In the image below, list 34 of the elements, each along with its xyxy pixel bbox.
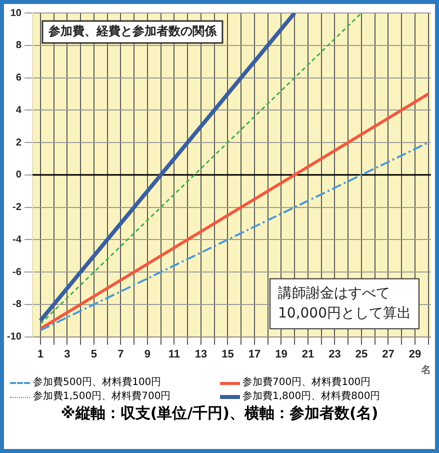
x-tick-label: 25 [355, 348, 368, 360]
y-tick-label: 8 [16, 40, 22, 52]
x-tick-label: 21 [302, 348, 314, 360]
x-tick-label: 5 [90, 348, 98, 360]
annotation: 講師謝金はすべて 10,000円として算出 [278, 285, 412, 322]
x-tick-label: 27 [382, 348, 394, 360]
x-tick-label: 7 [118, 348, 124, 360]
x-tick-label: 3 [64, 348, 70, 360]
y-tick-label: -6 [12, 266, 22, 278]
x-tick-label: 9 [144, 348, 151, 360]
legend-label: 参加費1,800円、材料費800円 [242, 390, 380, 404]
legend-label: 参加費1,500円、材料費700円 [33, 390, 171, 404]
legend-label: 参加費500円、材料費100円 [33, 376, 162, 390]
x-tick-label: 19 [275, 348, 288, 360]
y-tick-label: 2 [16, 137, 22, 148]
y-tick-label: -8 [12, 299, 22, 310]
y-tick-label: 0 [16, 170, 22, 181]
y-tick-label: -10 [7, 332, 22, 343]
x-tick-label: 11 [168, 348, 180, 360]
y-tick-label: -4 [12, 234, 22, 246]
y-tick-label: 6 [16, 72, 22, 84]
legend-label: 参加費700円、材料費100円 [242, 376, 371, 390]
x-tick-label: 13 [194, 348, 208, 360]
x-axis-title: 名 [420, 364, 431, 376]
y-tick-label: 4 [16, 104, 22, 116]
x-tick-label: 17 [248, 348, 261, 360]
x-tick-label: 23 [328, 348, 341, 360]
y-tick-label: -2 [12, 202, 22, 214]
x-tick-label: 29 [408, 348, 422, 360]
text: ※縦軸：収支(単位/千円)、横軸：参加者数(名) [60, 404, 380, 423]
x-tick-label: 15 [222, 348, 234, 360]
text: 参加費、経費と参加者数の関係 [47, 24, 218, 38]
y-tick-label: 10 [10, 8, 22, 19]
x-tick-label: 1 [37, 348, 44, 360]
